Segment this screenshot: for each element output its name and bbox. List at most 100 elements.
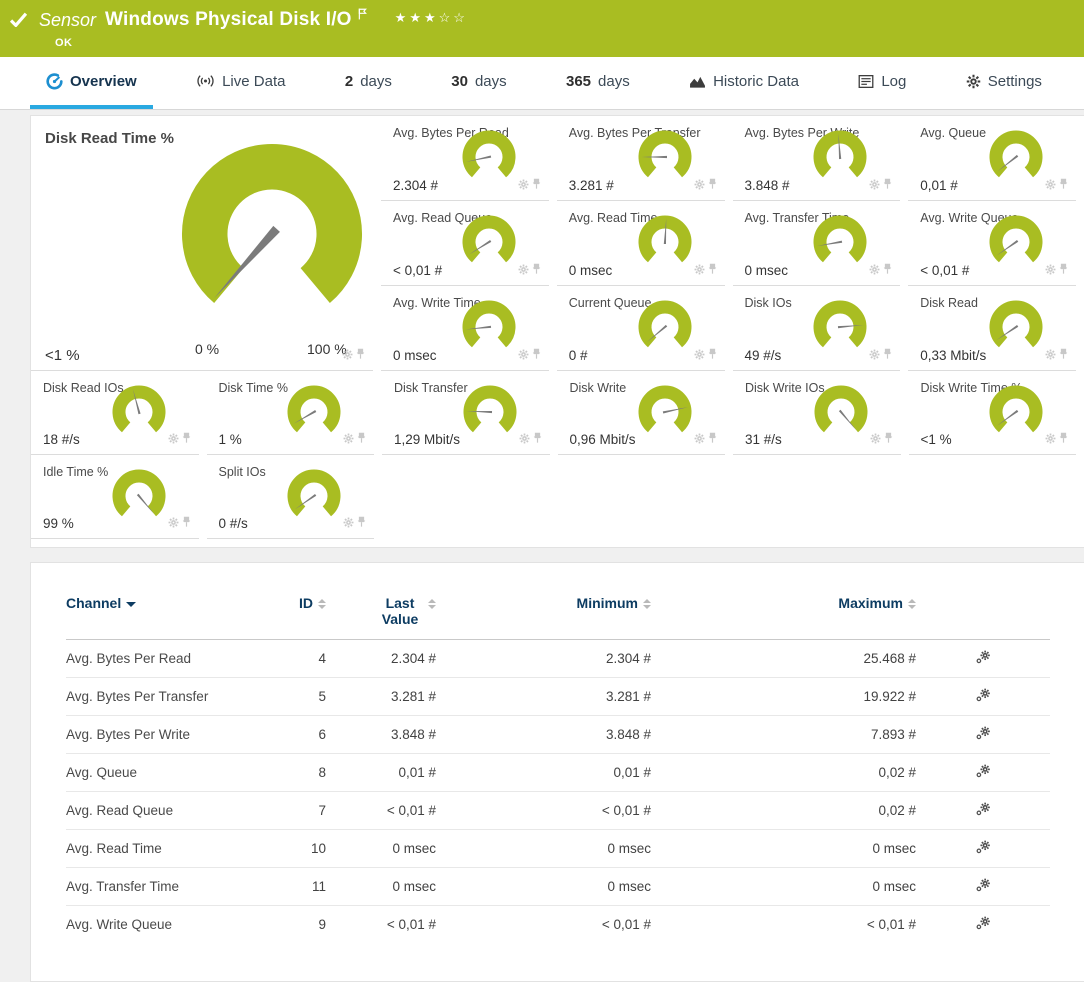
gauge-pin-icon[interactable] xyxy=(357,515,366,533)
gauge-settings-gear-icon[interactable] xyxy=(694,347,705,365)
gauge-cell: Disk Write IOs 31 #/s xyxy=(733,371,901,455)
cell-id: 4 xyxy=(281,640,326,678)
gauge-pin-icon[interactable] xyxy=(532,262,541,280)
gauge-settings-gear-icon[interactable] xyxy=(342,347,353,365)
gauge-grid-row4: Disk Read IOs 18 #/s Disk Time % 1 % Dis… xyxy=(31,371,1084,455)
gauge-settings-gear-icon[interactable] xyxy=(1045,431,1056,449)
channel-settings-icon[interactable] xyxy=(976,652,991,667)
gauge-pin-icon[interactable] xyxy=(532,177,541,195)
flag-icon[interactable] xyxy=(358,7,367,25)
gauge-pin-icon[interactable] xyxy=(1059,177,1068,195)
channel-settings-icon[interactable] xyxy=(976,842,991,857)
tab-live-data[interactable]: Live Data xyxy=(180,57,301,109)
channel-settings-icon[interactable] xyxy=(976,690,991,705)
gauge-settings-gear-icon[interactable] xyxy=(1045,262,1056,280)
table-body: Avg. Bytes Per Read 4 2.304 # 2.304 # 25… xyxy=(66,640,1050,944)
gauge-pin-icon[interactable] xyxy=(532,347,541,365)
gauge-cell: Avg. Transfer Time 0 msec xyxy=(733,201,901,286)
gauge-settings-gear-icon[interactable] xyxy=(869,347,880,365)
tab-log[interactable]: Log xyxy=(842,57,922,109)
gauge-cell: Avg. Write Queue < 0,01 # xyxy=(908,201,1076,286)
table-row: Avg. Read Queue 7 < 0,01 # < 0,01 # 0,02… xyxy=(66,792,1050,830)
channel-settings-icon[interactable] xyxy=(976,728,991,743)
column-header-maximum[interactable]: Maximum xyxy=(651,589,916,640)
gauge-value: 18 #/s xyxy=(43,432,80,447)
gauge-pin-icon[interactable] xyxy=(708,262,717,280)
gauge xyxy=(282,467,346,525)
gauge-pin-icon[interactable] xyxy=(1059,431,1068,449)
channel-settings-icon[interactable] xyxy=(976,918,991,933)
gauge-pin-icon[interactable] xyxy=(708,431,717,449)
gauge-pin-icon[interactable] xyxy=(182,431,191,449)
gauge-settings-gear-icon[interactable] xyxy=(869,262,880,280)
channels-table: ChannelIDLast ValueMinimumMaximum Avg. B… xyxy=(66,589,1050,943)
column-header-minimum[interactable]: Minimum xyxy=(436,589,651,640)
gauge-pin-icon[interactable] xyxy=(1059,347,1068,365)
gauge-pin-icon[interactable] xyxy=(533,431,542,449)
featured-gauge-value: <1 % xyxy=(45,347,80,364)
cell-channel: Avg. Bytes Per Write xyxy=(66,716,281,754)
gauge-settings-gear-icon[interactable] xyxy=(168,515,179,533)
column-header-channel[interactable]: Channel xyxy=(66,589,281,640)
featured-gauge-cell: Disk Read Time % 0 % 100 % <1 % xyxy=(31,116,373,371)
gauge-pin-icon[interactable] xyxy=(883,177,892,195)
tab-historic-data[interactable]: Historic Data xyxy=(673,57,815,109)
gauge-settings-gear-icon[interactable] xyxy=(343,431,354,449)
tab-365-days[interactable]: 365 days xyxy=(550,57,646,109)
cell-last-value: 2.304 # xyxy=(326,640,436,678)
priority-stars[interactable]: ★★★☆☆ xyxy=(395,10,468,26)
gauge-value: 2.304 # xyxy=(393,178,438,193)
gauge-settings-gear-icon[interactable] xyxy=(519,431,530,449)
tab-30-days[interactable]: 30 days xyxy=(435,57,522,109)
tab-overview[interactable]: Overview xyxy=(30,57,153,109)
column-header-id[interactable]: ID xyxy=(281,589,326,640)
sort-icon xyxy=(908,599,916,609)
gauge-settings-gear-icon[interactable] xyxy=(870,431,881,449)
cell-last-value: 3.281 # xyxy=(326,678,436,716)
gauge-value: < 0,01 # xyxy=(920,263,969,278)
gauge-settings-gear-icon[interactable] xyxy=(343,515,354,533)
gauge-settings-gear-icon[interactable] xyxy=(1045,347,1056,365)
gauge-value: 0 msec xyxy=(393,348,437,363)
gauge-pin-icon[interactable] xyxy=(182,515,191,533)
channel-settings-icon[interactable] xyxy=(976,804,991,819)
gauge-settings-gear-icon[interactable] xyxy=(694,177,705,195)
cell-id: 5 xyxy=(281,678,326,716)
gauge-settings-gear-icon[interactable] xyxy=(869,177,880,195)
gauge-cell: Disk Write 0,96 Mbit/s xyxy=(558,371,726,455)
gauge-cell: Avg. Bytes Per Transfer 3.281 # xyxy=(557,116,725,201)
cell-maximum: < 0,01 # xyxy=(651,906,916,944)
channel-settings-icon[interactable] xyxy=(976,766,991,781)
gauge-settings-gear-icon[interactable] xyxy=(694,262,705,280)
gauge-settings-gear-icon[interactable] xyxy=(168,431,179,449)
tab-settings[interactable]: Settings xyxy=(950,57,1058,109)
gauge-settings-gear-icon[interactable] xyxy=(518,347,529,365)
gauge-pin-icon[interactable] xyxy=(708,177,717,195)
cell-id: 10 xyxy=(281,830,326,868)
gauge xyxy=(984,298,1048,356)
gauge xyxy=(457,298,521,356)
cell-last-value: 3.848 # xyxy=(326,716,436,754)
gauge-settings-gear-icon[interactable] xyxy=(518,262,529,280)
sort-icon xyxy=(428,599,436,609)
gauge-settings-gear-icon[interactable] xyxy=(1045,177,1056,195)
gauge-settings-gear-icon[interactable] xyxy=(518,177,529,195)
cell-last-value: < 0,01 # xyxy=(326,792,436,830)
gauge-grid-row5: Idle Time % 99 % Split IOs 0 #/s xyxy=(31,455,1084,539)
gauge-pin-icon[interactable] xyxy=(883,262,892,280)
gauge-settings-gear-icon[interactable] xyxy=(694,431,705,449)
gauge-pin-icon[interactable] xyxy=(708,347,717,365)
tab-2-days[interactable]: 2 days xyxy=(329,57,408,109)
gauge-pin-icon[interactable] xyxy=(357,431,366,449)
column-header-last-value[interactable]: Last Value xyxy=(326,589,436,640)
gauge-pin-icon[interactable] xyxy=(883,347,892,365)
gauge-value: 0 # xyxy=(569,348,588,363)
gauge xyxy=(984,383,1048,441)
gauge-pin-icon[interactable] xyxy=(356,347,365,365)
gauge-pin-icon[interactable] xyxy=(1059,262,1068,280)
gauge-cell: Disk IOs 49 #/s xyxy=(733,286,901,371)
gauge xyxy=(808,213,872,271)
cell-minimum: 0 msec xyxy=(436,868,651,906)
gauge-pin-icon[interactable] xyxy=(884,431,893,449)
channel-settings-icon[interactable] xyxy=(976,880,991,895)
